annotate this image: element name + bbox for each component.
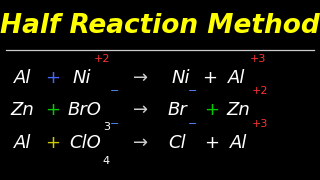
Text: ClO: ClO bbox=[69, 134, 101, 152]
Text: +: + bbox=[204, 134, 219, 152]
Text: →: → bbox=[133, 134, 148, 152]
Text: Al: Al bbox=[230, 134, 247, 152]
Text: Zn: Zn bbox=[227, 101, 250, 119]
Text: Al: Al bbox=[228, 69, 245, 87]
Text: Cl: Cl bbox=[168, 134, 186, 152]
Text: 3: 3 bbox=[103, 122, 110, 132]
Text: +: + bbox=[202, 69, 217, 87]
Text: Br: Br bbox=[167, 101, 187, 119]
Text: Half Reaction Method: Half Reaction Method bbox=[0, 13, 320, 39]
Text: +2: +2 bbox=[252, 86, 268, 96]
Text: +: + bbox=[45, 69, 60, 87]
Text: +2: +2 bbox=[93, 54, 110, 64]
Text: →: → bbox=[133, 69, 148, 87]
Text: Al: Al bbox=[14, 69, 31, 87]
Text: +: + bbox=[45, 101, 60, 119]
Text: BrO: BrO bbox=[68, 101, 102, 119]
Text: +3: +3 bbox=[250, 54, 267, 64]
Text: −: − bbox=[188, 119, 197, 129]
Text: Ni: Ni bbox=[172, 69, 190, 87]
Text: +: + bbox=[204, 101, 219, 119]
Text: −: − bbox=[110, 86, 119, 96]
Text: +: + bbox=[45, 134, 60, 152]
Text: +3: +3 bbox=[252, 119, 268, 129]
Text: Zn: Zn bbox=[11, 101, 34, 119]
Text: 4: 4 bbox=[103, 156, 110, 166]
Text: Ni: Ni bbox=[72, 69, 91, 87]
Text: −: − bbox=[110, 119, 119, 129]
Text: Al: Al bbox=[14, 134, 31, 152]
Text: →: → bbox=[133, 101, 148, 119]
Text: −: − bbox=[188, 86, 197, 96]
